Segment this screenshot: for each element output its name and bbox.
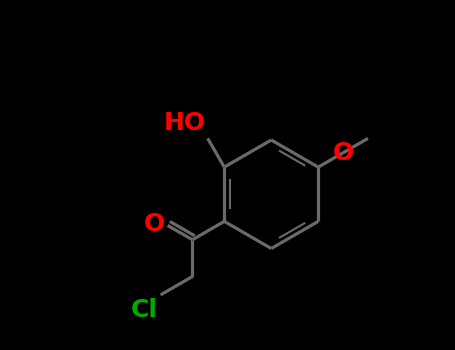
Text: Cl: Cl: [131, 298, 158, 322]
Text: HO: HO: [164, 111, 206, 135]
Text: O: O: [333, 141, 354, 165]
Text: O: O: [143, 212, 165, 236]
